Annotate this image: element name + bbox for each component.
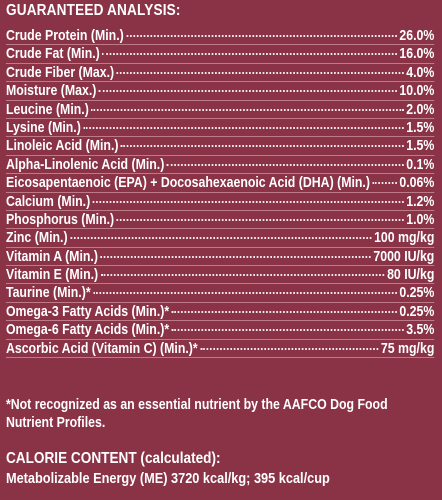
- nutrient-value: 100 mg/kg: [374, 230, 435, 247]
- nutrient-name: Phosphorus (Min.): [5, 211, 115, 228]
- nutrient-value: 0.25%: [399, 303, 435, 320]
- dot-leader: [98, 90, 397, 93]
- nutrient-name: Moisture (Max.): [5, 83, 97, 100]
- analysis-row: Crude Fat (Min.) 16.0%: [5, 45, 435, 64]
- dot-leader: [126, 35, 397, 37]
- nutrient-value: 1.5%: [406, 138, 435, 155]
- dot-leader: [100, 274, 385, 277]
- analysis-row: Calcium (Min.) 1.2%: [5, 193, 435, 211]
- analysis-row: Leucine (Min.) 2.0%: [5, 101, 435, 119]
- nutrient-name: Calcium (Min.): [5, 193, 91, 210]
- nutrient-value: 0.1%: [406, 156, 435, 173]
- dot-leader: [166, 163, 404, 166]
- dot-leader: [92, 200, 404, 203]
- nutrient-value: 4.0%: [406, 64, 435, 81]
- nutrient-name: Zinc (Min.): [5, 230, 68, 247]
- section-title: GUARANTEED ANALYSIS:: [5, 2, 181, 19]
- nutrient-name: Leucine (Min.): [5, 101, 89, 118]
- nutrient-name: Eicosapentaenoic (EPA) + Docosahexaenoic…: [5, 175, 370, 192]
- nutrient-value: 0.06%: [399, 175, 435, 192]
- nutrient-value: 26.0%: [399, 28, 435, 44]
- nutrient-value: 0.25%: [399, 285, 435, 302]
- dot-leader: [93, 292, 397, 295]
- analysis-row: Omega-6 Fatty Acids (Min.)* 3.5%: [5, 321, 435, 340]
- analysis-row: Lysine (Min.) 1.5%: [5, 119, 435, 138]
- dot-leader: [200, 347, 379, 350]
- nutrient-name: Vitamin E (Min.): [5, 267, 99, 284]
- dot-leader: [91, 108, 404, 111]
- nutrient-name: Omega-3 Fatty Acids (Min.)*: [5, 303, 170, 320]
- nutrient-value: 75 mg/kg: [380, 340, 435, 357]
- calorie-title: CALORIE CONTENT (calculated):: [5, 450, 221, 467]
- nutrient-value: 16.0%: [399, 46, 435, 63]
- nutrient-value: 1.2%: [406, 193, 435, 210]
- dot-leader: [171, 310, 397, 313]
- nutrient-name: Taurine (Min.)*: [5, 285, 91, 302]
- nutrient-value: 80 IU/kg: [387, 267, 435, 284]
- dot-leader: [116, 218, 404, 221]
- dot-leader: [171, 329, 404, 332]
- analysis-table: Crude Protein (Min.) 26.0% Crude Fat (Min.…: [5, 27, 435, 359]
- nutrient-name: Omega-6 Fatty Acids (Min.)*: [5, 322, 170, 339]
- analysis-row: Vitamin E (Min.) 80 IU/kg: [5, 266, 435, 285]
- nutrient-name: Ascorbic Acid (Vitamin C) (Min.)*: [5, 340, 198, 357]
- dot-leader: [100, 255, 371, 258]
- nutrient-name: Crude Fiber (Max.): [5, 64, 115, 81]
- analysis-row: Zinc (Min.) 100 mg/kg: [5, 229, 435, 248]
- nutrient-name: Crude Protein (Min.): [5, 28, 124, 44]
- nutrient-value: 3.5%: [406, 322, 435, 339]
- nutrient-name: Lysine (Min.): [5, 119, 81, 136]
- footnote: *Not recognized as an essential nutrient…: [5, 397, 388, 431]
- dot-leader: [372, 182, 397, 185]
- analysis-row: Taurine (Min.)* 0.25%: [5, 284, 435, 303]
- dot-leader: [83, 126, 404, 129]
- analysis-row: Eicosapentaenoic (EPA) + Docosahexaenoic…: [5, 174, 435, 193]
- nutrient-value: 1.5%: [406, 119, 435, 136]
- nutrient-name: Vitamin A (Min.): [5, 248, 98, 265]
- nutrient-name: Crude Fat (Min.): [5, 46, 100, 63]
- calorie-line: Metabolizable Energy (ME) 3720 kcal/kg; …: [5, 470, 330, 487]
- nutrient-name: Alpha-Linolenic Acid (Min.): [5, 156, 165, 173]
- analysis-row: Crude Protein (Min.) 26.0%: [5, 27, 435, 46]
- analysis-row: Moisture (Max.) 10.0%: [5, 82, 435, 101]
- analysis-row: Vitamin A (Min.) 7000 IU/kg: [5, 248, 435, 267]
- analysis-row: Omega-3 Fatty Acids (Min.)* 0.25%: [5, 303, 435, 322]
- dot-leader: [102, 53, 397, 56]
- analysis-row: Alpha-Linolenic Acid (Min.) 0.1%: [5, 156, 435, 175]
- dot-leader: [116, 71, 404, 74]
- dot-leader: [70, 237, 372, 240]
- nutrient-value: 7000 IU/kg: [373, 248, 435, 265]
- analysis-row: Phosphorus (Min.) 1.0%: [5, 211, 435, 230]
- nutrient-value: 2.0%: [406, 101, 435, 118]
- analysis-row: Linoleic Acid (Min.) 1.5%: [5, 137, 435, 156]
- nutrient-value: 10.0%: [399, 83, 435, 100]
- nutrient-name: Linoleic Acid (Min.): [5, 138, 119, 155]
- dot-leader: [121, 145, 404, 148]
- analysis-row: Ascorbic Acid (Vitamin C) (Min.)* 75 mg/k…: [5, 340, 435, 359]
- nutrient-value: 1.0%: [406, 211, 435, 228]
- analysis-row: Crude Fiber (Max.) 4.0%: [5, 64, 435, 83]
